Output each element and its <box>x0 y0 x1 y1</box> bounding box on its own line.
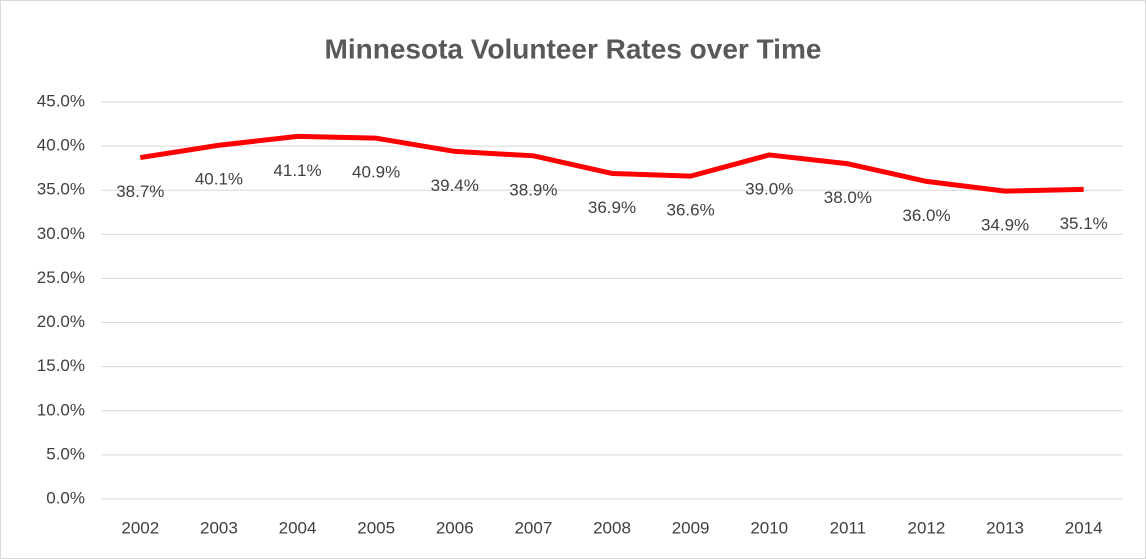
y-tick-label: 0.0% <box>46 488 85 507</box>
data-label: 39.0% <box>745 179 793 198</box>
x-tick-label: 2011 <box>830 518 867 537</box>
y-tick-label: 40.0% <box>37 136 85 155</box>
data-label: 38.0% <box>824 188 872 207</box>
x-tick-label: 2009 <box>672 518 710 537</box>
data-label: 38.7% <box>116 182 164 201</box>
x-tick-label: 2006 <box>436 518 474 537</box>
y-tick-label: 45.0% <box>37 91 85 110</box>
x-tick-label: 2008 <box>593 518 631 537</box>
chart-title: Minnesota Volunteer Rates over Time <box>325 33 822 64</box>
x-tick-label: 2013 <box>986 518 1024 537</box>
data-label: 36.6% <box>667 201 715 220</box>
data-label: 39.4% <box>431 176 479 195</box>
data-label: 41.1% <box>273 161 321 180</box>
y-tick-label: 10.0% <box>37 400 85 419</box>
x-tick-label: 2012 <box>908 518 946 537</box>
data-label: 40.1% <box>195 170 243 189</box>
data-label: 36.9% <box>588 198 636 217</box>
x-tick-label: 2010 <box>750 518 788 537</box>
y-tick-label: 15.0% <box>37 356 85 375</box>
y-tick-label: 25.0% <box>37 268 85 287</box>
x-tick-label: 2007 <box>514 518 552 537</box>
data-label: 34.9% <box>981 216 1029 235</box>
data-label: 40.9% <box>352 163 400 182</box>
x-tick-label: 2002 <box>121 518 159 537</box>
x-tick-label: 2004 <box>279 518 317 537</box>
x-tick-label: 2005 <box>357 518 395 537</box>
data-label: 38.9% <box>509 180 557 199</box>
y-tick-label: 30.0% <box>37 224 85 243</box>
y-tick-label: 5.0% <box>46 444 85 463</box>
data-label: 36.0% <box>902 206 950 225</box>
data-label: 35.1% <box>1060 214 1108 233</box>
data-line <box>139 133 1084 194</box>
x-tick-label: 2014 <box>1065 518 1103 537</box>
x-tick-label: 2003 <box>200 518 238 537</box>
y-tick-label: 35.0% <box>37 180 85 199</box>
y-tick-label: 20.0% <box>37 312 85 331</box>
